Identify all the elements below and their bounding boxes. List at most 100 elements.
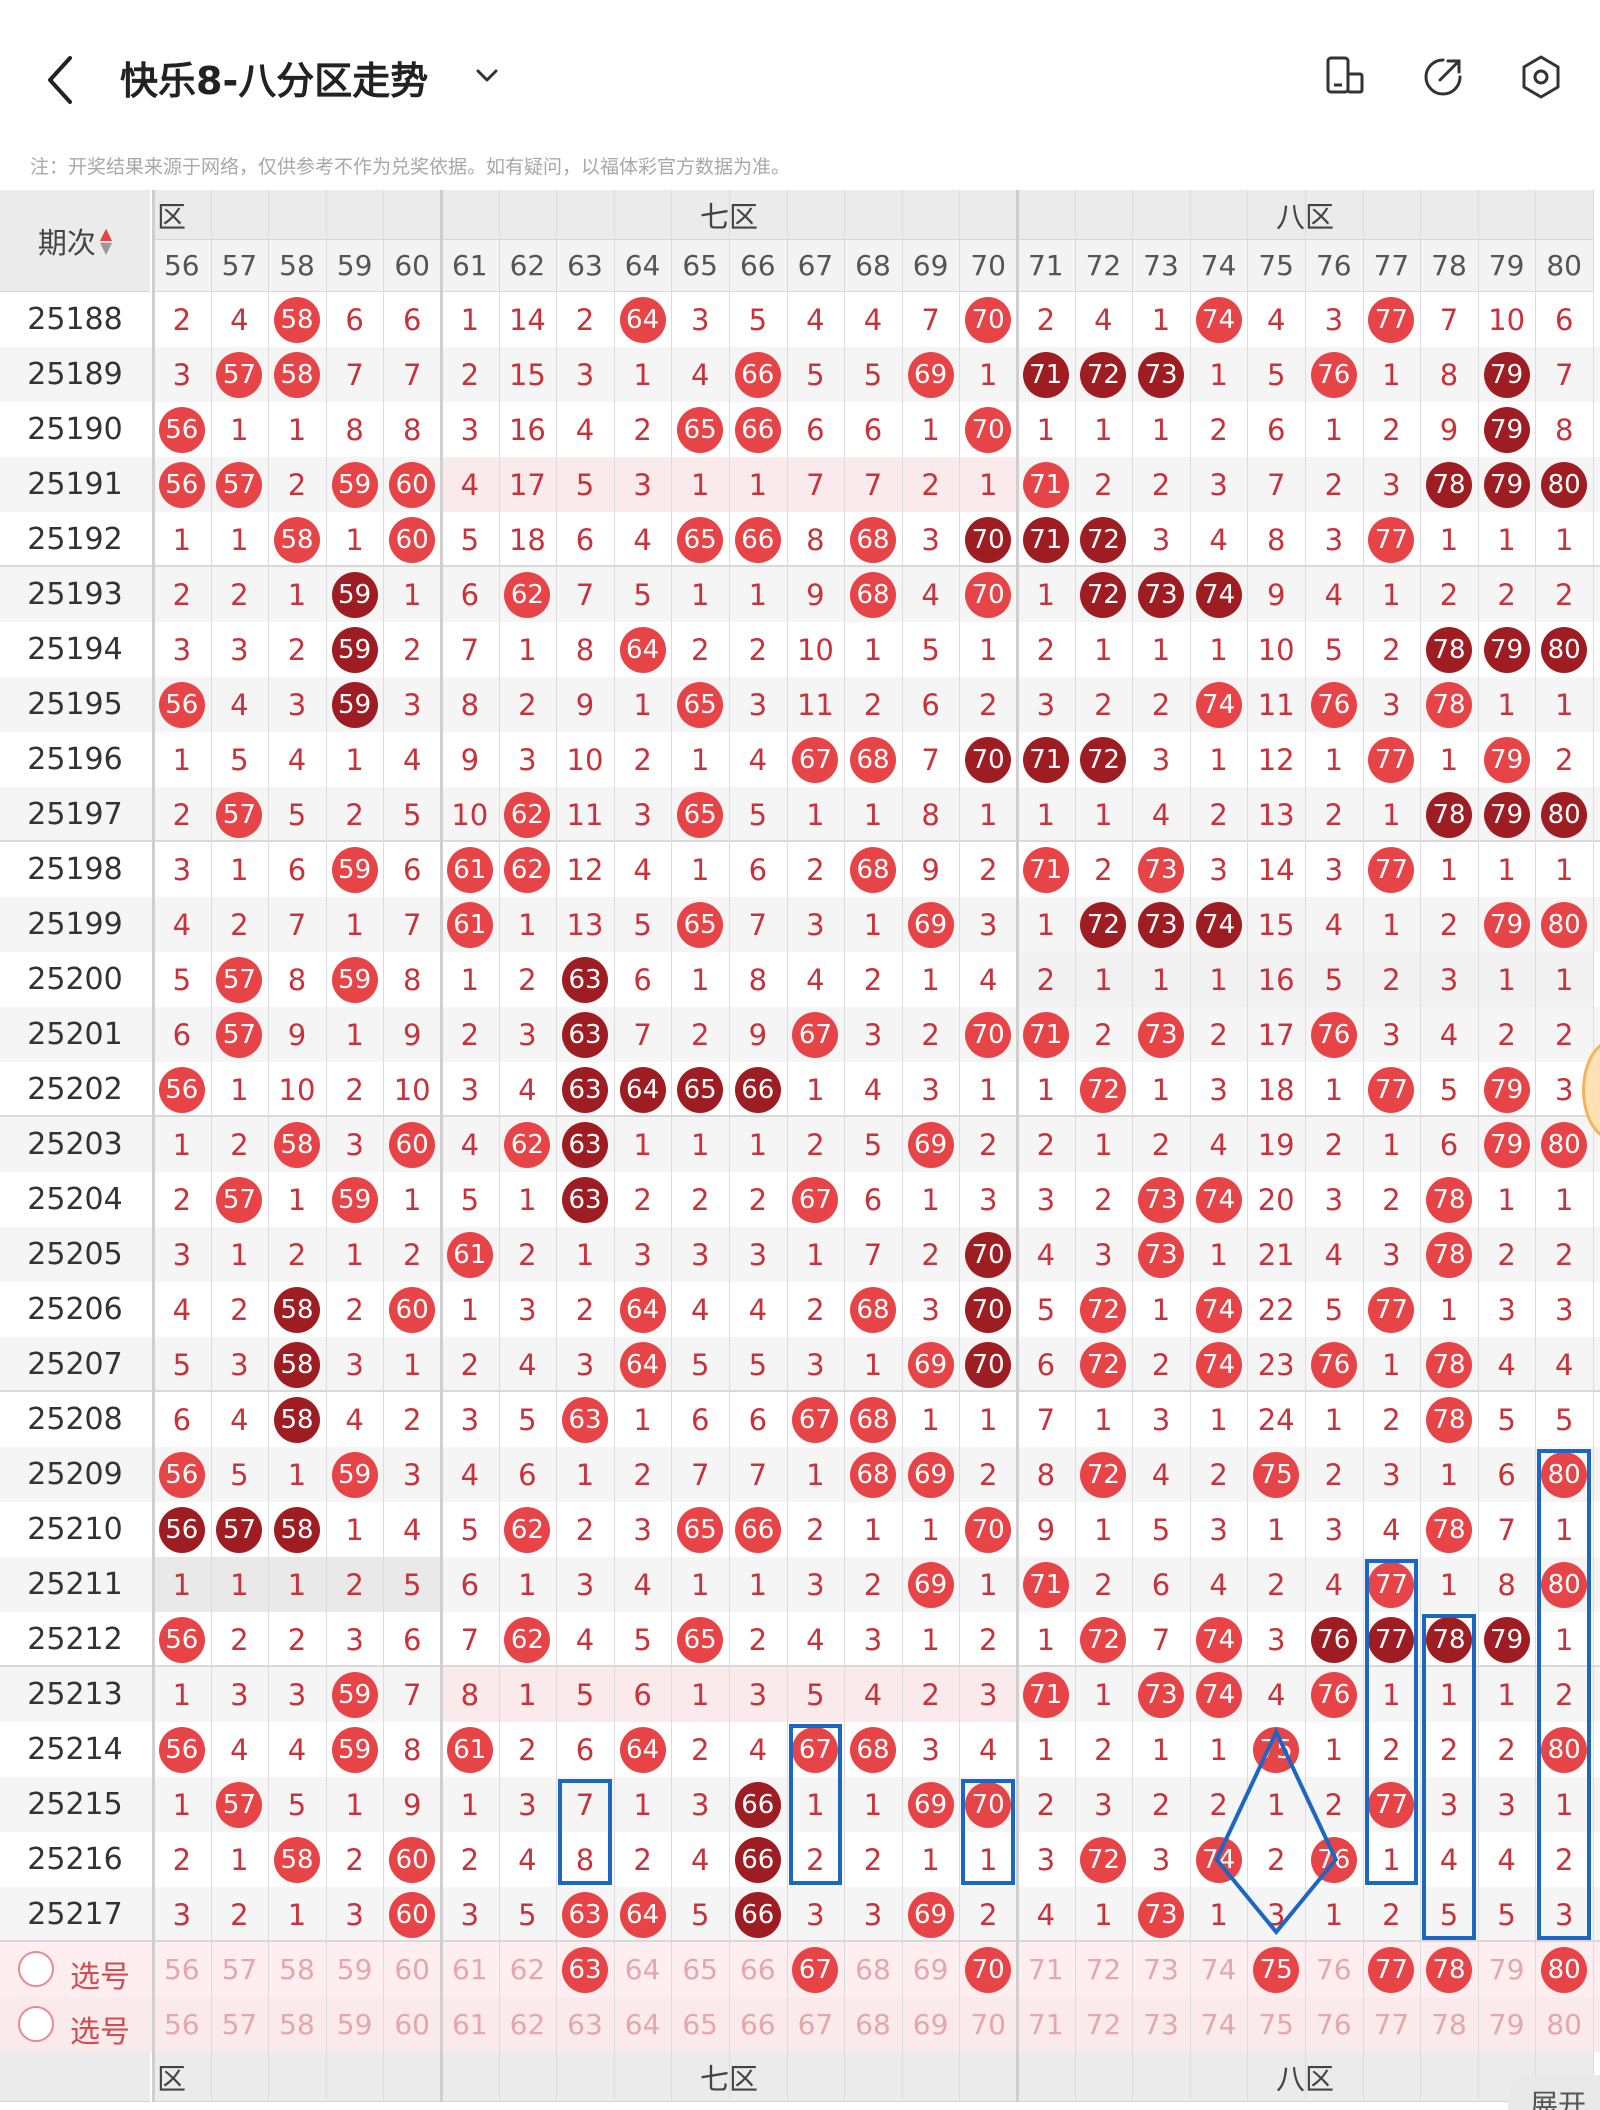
- trend-cell[interactable]: 58: [268, 292, 326, 347]
- trend-cell[interactable]: 79: [1478, 1117, 1536, 1172]
- trend-cell[interactable]: 5: [383, 1557, 441, 1612]
- trend-cell[interactable]: 1: [844, 1502, 902, 1557]
- trend-cell[interactable]: 8: [383, 402, 441, 457]
- trend-cell[interactable]: 2: [671, 1172, 729, 1227]
- trend-cell[interactable]: 77: [1363, 1062, 1421, 1117]
- trend-cell[interactable]: 1: [211, 402, 269, 457]
- trend-cell[interactable]: 8: [1017, 1447, 1075, 1502]
- trend-cell[interactable]: 3: [499, 1282, 557, 1337]
- trend-cell[interactable]: 3: [844, 1887, 902, 1942]
- trend-cell[interactable]: 3: [902, 512, 960, 567]
- trend-cell[interactable]: 3: [614, 1227, 672, 1282]
- trend-cell[interactable]: 12: [1247, 732, 1305, 787]
- trend-cell[interactable]: 9: [383, 1007, 441, 1062]
- trend-cell[interactable]: 1: [556, 1227, 614, 1282]
- trend-cell[interactable]: 10: [441, 787, 499, 842]
- trend-cell[interactable]: 1: [787, 1447, 845, 1502]
- trend-cell[interactable]: 2: [326, 1062, 384, 1117]
- trend-cell[interactable]: 1: [671, 842, 729, 897]
- trend-cell[interactable]: 2: [1017, 292, 1075, 347]
- trend-cell[interactable]: 1: [383, 1172, 441, 1227]
- trend-cell[interactable]: 1: [1478, 512, 1536, 567]
- trend-cell[interactable]: 60: [383, 1282, 441, 1337]
- trend-cell[interactable]: 79: [1478, 402, 1536, 457]
- trend-cell[interactable]: 3: [1190, 1502, 1248, 1557]
- trend-cell[interactable]: 2: [787, 1282, 845, 1337]
- trend-cell[interactable]: 6: [1247, 402, 1305, 457]
- trend-cell[interactable]: 1: [1132, 292, 1190, 347]
- trend-cell[interactable]: 68: [844, 512, 902, 567]
- trend-cell[interactable]: 63: [556, 1062, 614, 1117]
- trend-cell[interactable]: 6: [671, 1392, 729, 1447]
- trend-cell[interactable]: 9: [383, 1777, 441, 1832]
- trend-cell[interactable]: 69: [902, 1117, 960, 1172]
- trend-cell[interactable]: 1: [787, 1777, 845, 1832]
- trend-cell[interactable]: 1: [1017, 897, 1075, 952]
- trend-cell[interactable]: 7: [1017, 1392, 1075, 1447]
- trend-cell[interactable]: 3: [902, 1722, 960, 1777]
- trend-cell[interactable]: 7: [556, 567, 614, 622]
- trend-cell[interactable]: 3: [1363, 677, 1421, 732]
- trend-cell[interactable]: 57: [211, 787, 269, 842]
- trend-cell[interactable]: 4: [211, 1722, 269, 1777]
- trend-cell[interactable]: 64: [614, 1282, 672, 1337]
- trend-cell[interactable]: 3: [211, 622, 269, 677]
- trend-cell[interactable]: 59: [326, 1722, 384, 1777]
- trend-cell[interactable]: 2: [383, 622, 441, 677]
- trend-cell[interactable]: 1: [1190, 732, 1248, 787]
- trend-cell[interactable]: 63: [556, 1887, 614, 1942]
- trend-cell[interactable]: 1: [268, 402, 326, 457]
- trend-cell[interactable]: 2: [902, 1667, 960, 1722]
- trend-cell[interactable]: 78: [1420, 1337, 1478, 1392]
- trend-cell[interactable]: 5: [1420, 1062, 1478, 1117]
- select-number-cell[interactable]: 71: [1027, 2008, 1064, 2041]
- trend-cell[interactable]: 70: [959, 1337, 1017, 1392]
- back-arrow-icon[interactable]: [40, 50, 80, 110]
- trend-cell[interactable]: 2: [614, 1172, 672, 1227]
- trend-cell[interactable]: 5: [1305, 622, 1363, 677]
- trend-cell[interactable]: 10: [787, 622, 845, 677]
- trend-cell[interactable]: 1: [614, 347, 672, 402]
- trend-cell[interactable]: 2: [441, 347, 499, 402]
- trend-cell[interactable]: 1: [787, 1227, 845, 1282]
- trend-cell[interactable]: 2: [1305, 1447, 1363, 1502]
- trend-cell[interactable]: 1: [1535, 1502, 1593, 1557]
- trend-cell[interactable]: 8: [556, 622, 614, 677]
- trend-cell[interactable]: 72: [1075, 512, 1133, 567]
- select-number-cell[interactable]: 70: [970, 2008, 1006, 2041]
- trend-cell[interactable]: 6: [441, 1557, 499, 1612]
- trend-cell[interactable]: 72: [1075, 1447, 1133, 1502]
- trend-cell[interactable]: 15: [499, 347, 557, 402]
- trend-cell[interactable]: 5: [1535, 1392, 1593, 1447]
- trend-cell[interactable]: 4: [1420, 1007, 1478, 1062]
- trend-cell[interactable]: 65: [671, 1062, 729, 1117]
- trend-cell[interactable]: 1: [844, 787, 902, 842]
- trend-cell[interactable]: 3: [153, 622, 211, 677]
- trend-cell[interactable]: 1: [1132, 952, 1190, 1007]
- trend-cell[interactable]: 1: [959, 622, 1017, 677]
- trend-cell[interactable]: 1: [902, 1612, 960, 1667]
- trend-cell[interactable]: 4: [1305, 1227, 1363, 1282]
- trend-cell[interactable]: 2: [614, 402, 672, 457]
- trend-cell[interactable]: 73: [1132, 1172, 1190, 1227]
- trend-cell[interactable]: 5: [383, 787, 441, 842]
- trend-cell[interactable]: 2: [268, 457, 326, 512]
- trend-cell[interactable]: 66: [729, 347, 787, 402]
- trend-cell[interactable]: 62: [499, 842, 557, 897]
- trend-cell[interactable]: 4: [441, 1117, 499, 1172]
- trend-cell[interactable]: 9: [1017, 1502, 1075, 1557]
- trend-cell[interactable]: 5: [671, 1337, 729, 1392]
- trend-cell[interactable]: 5: [614, 897, 672, 952]
- trend-cell[interactable]: 2: [902, 1007, 960, 1062]
- trend-cell[interactable]: 69: [902, 347, 960, 402]
- trend-cell[interactable]: 61: [441, 1722, 499, 1777]
- trend-cell[interactable]: 2: [499, 952, 557, 1007]
- trend-cell[interactable]: 1: [1190, 622, 1248, 677]
- trend-cell[interactable]: 78: [1420, 622, 1478, 677]
- trend-cell[interactable]: 1: [902, 402, 960, 457]
- trend-cell[interactable]: 3: [902, 1062, 960, 1117]
- trend-cell[interactable]: 3: [1132, 1832, 1190, 1887]
- trend-cell[interactable]: 4: [959, 952, 1017, 1007]
- trend-cell[interactable]: 6: [1017, 1337, 1075, 1392]
- trend-cell[interactable]: 66: [729, 1832, 787, 1887]
